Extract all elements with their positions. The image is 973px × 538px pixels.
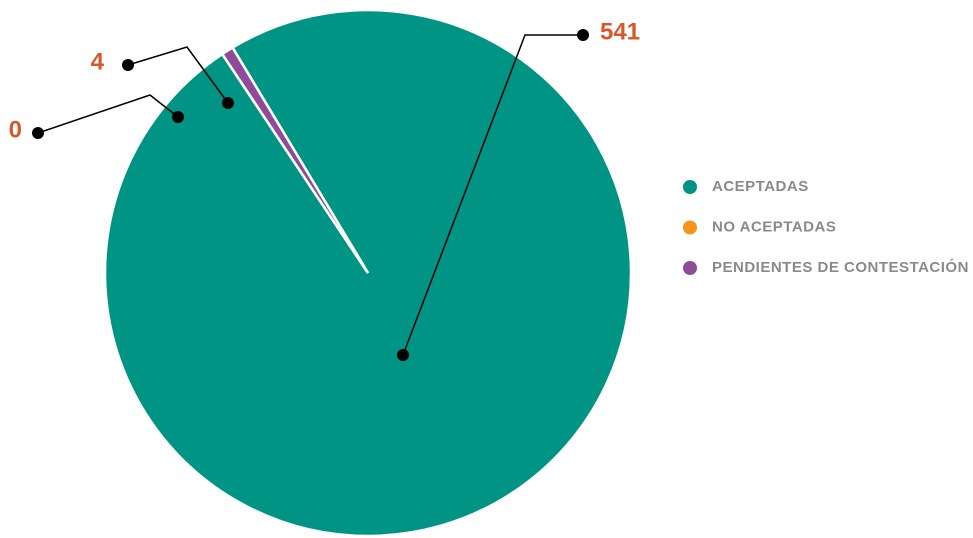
leader-line (127, 46, 229, 104)
leader-dot (122, 59, 134, 71)
legend-marker (683, 180, 697, 194)
legend-marker (683, 261, 697, 275)
leader-line (402, 34, 583, 356)
leader-dot (32, 127, 44, 139)
leader-dot (397, 349, 409, 361)
leader-dot (577, 29, 589, 41)
data-label: 4 (91, 48, 105, 75)
data-label: 541 (600, 18, 640, 45)
legend-marker (683, 220, 697, 235)
data-label: 0 (9, 116, 22, 143)
leader-dot (222, 97, 234, 109)
legend-label: ACEPTADAS (712, 178, 809, 195)
leader-line (37, 94, 179, 134)
legend-label: NO ACEPTADAS (712, 218, 836, 235)
pie-slice (220, 45, 370, 274)
legend-label: PENDIENTES DE CONTESTACIÓN (712, 258, 969, 276)
leader-dot (172, 111, 184, 123)
